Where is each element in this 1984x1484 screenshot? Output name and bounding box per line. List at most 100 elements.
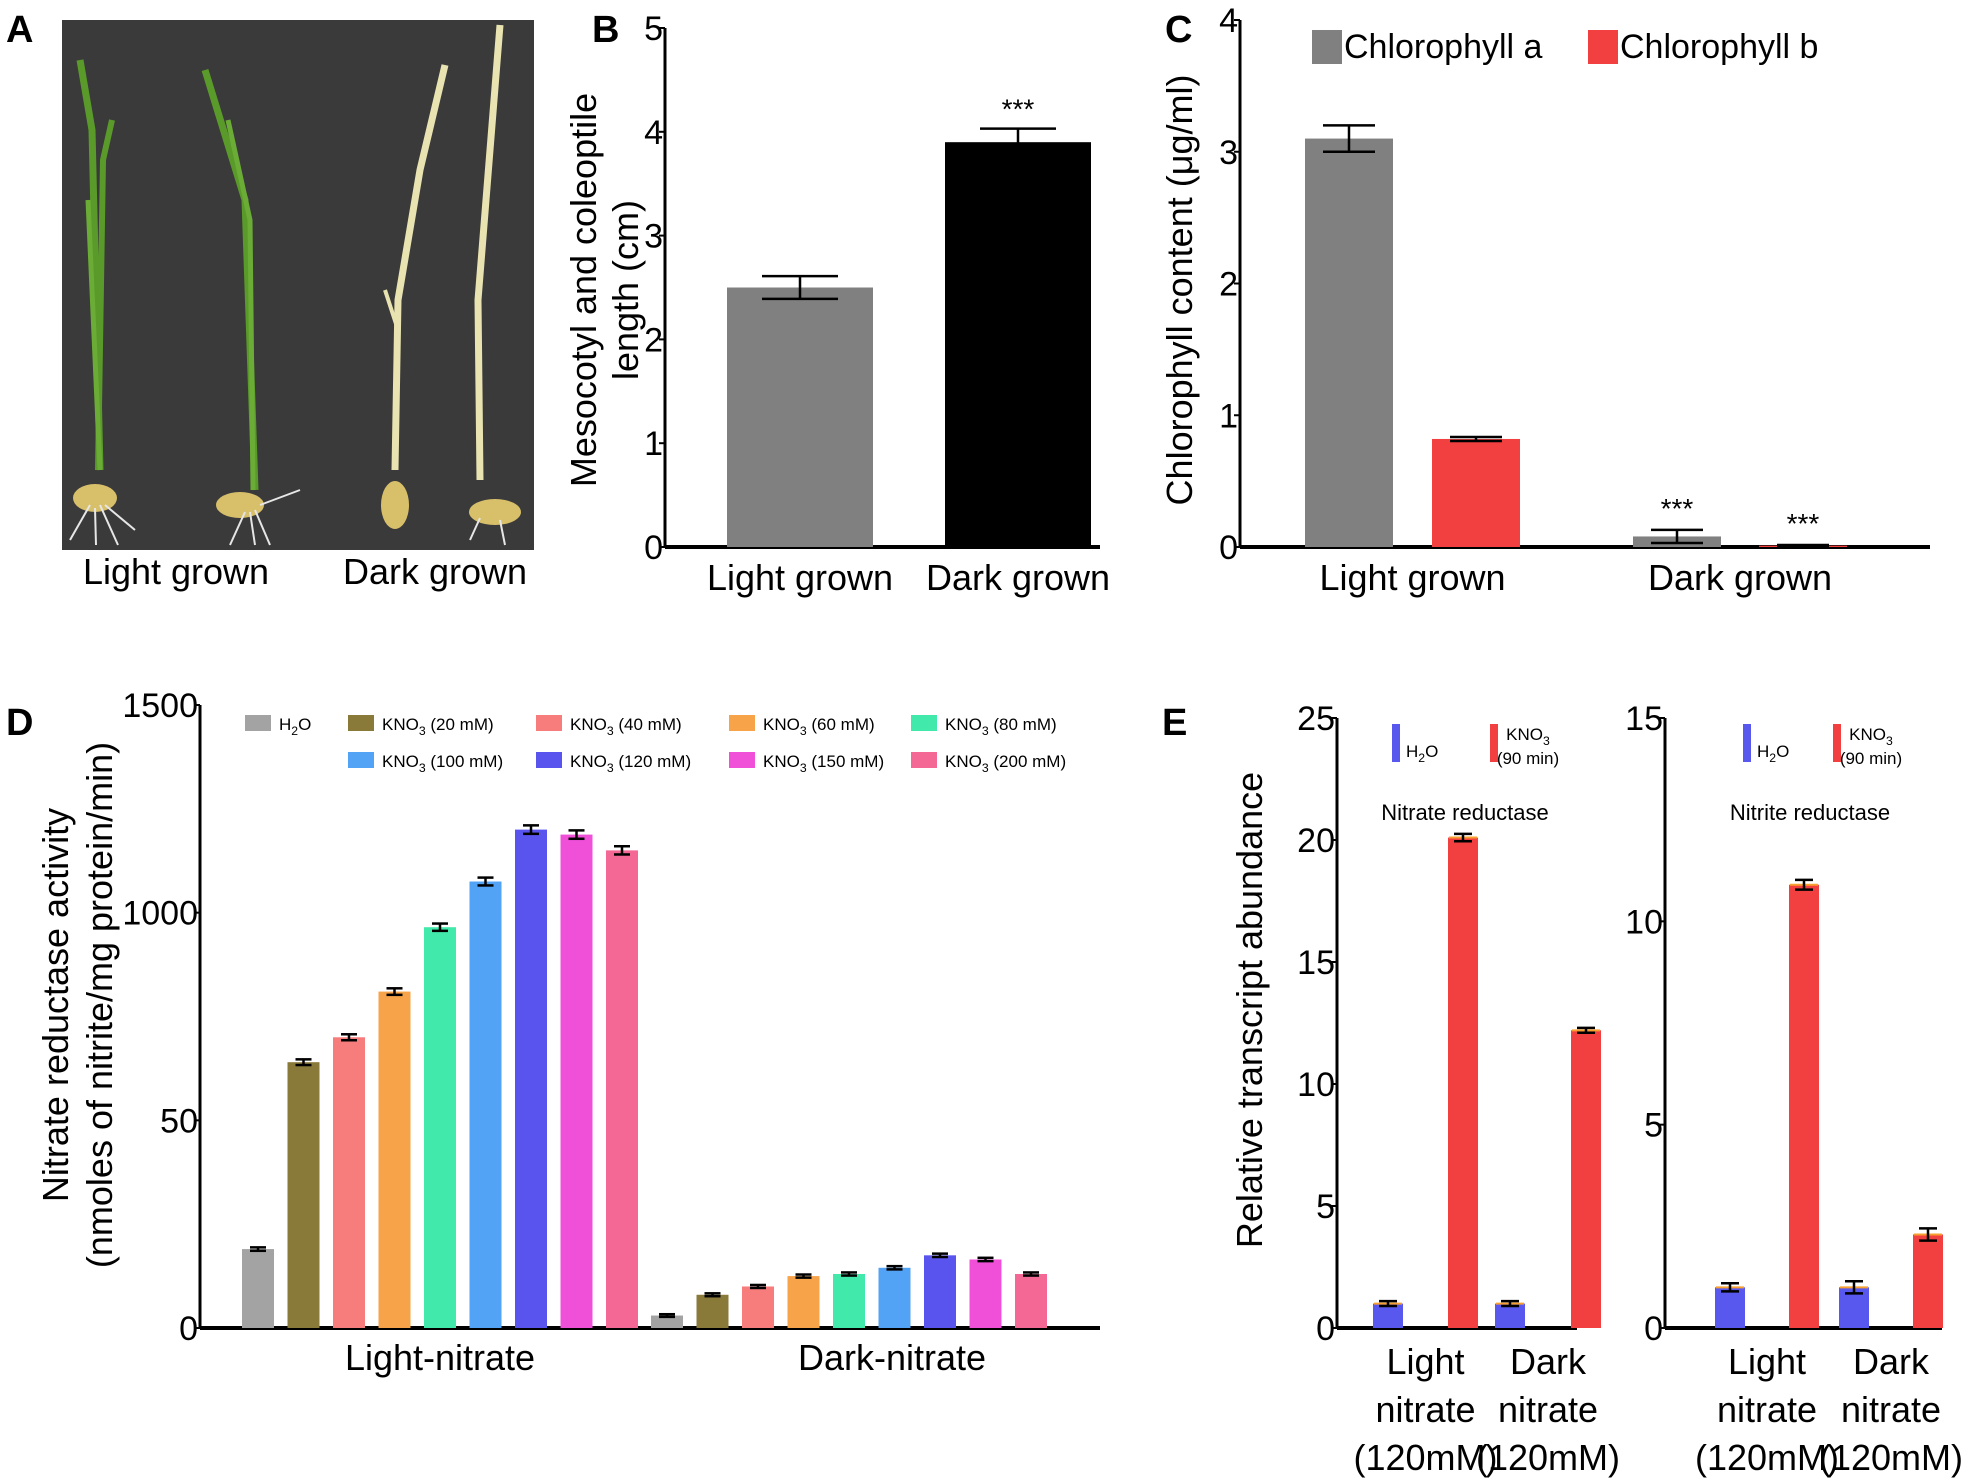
legend-label-0: H2O <box>1757 742 1789 765</box>
bar-6-0 <box>515 829 547 1328</box>
bar-1-0 <box>1448 837 1478 1328</box>
legend-label-1-sub: 3 <box>419 724 426 738</box>
category-label: (120mM) <box>1353 1437 1497 1478</box>
photo-background <box>62 20 534 550</box>
legend-label-7-rest: (150 mM) <box>807 752 884 771</box>
category-label: Light <box>1728 1341 1806 1382</box>
legend-swatch-1 <box>1588 30 1618 64</box>
legend-swatch-4 <box>911 715 937 731</box>
legend-label-3-base: KNO <box>763 715 800 734</box>
y-tick-label: 1500 <box>122 687 198 725</box>
category-label: nitrate <box>1717 1389 1817 1430</box>
bar-6-1 <box>924 1255 956 1328</box>
y-tick-label: 0 <box>179 1310 198 1348</box>
significance-marker: *** <box>1661 493 1694 524</box>
significance-marker: *** <box>1002 94 1035 125</box>
category-label: Dark <box>1510 1341 1587 1382</box>
bar-1-0 <box>1789 884 1819 1328</box>
bar-4-1 <box>833 1274 865 1328</box>
legend-label-0-sub: 2 <box>1418 751 1425 765</box>
bar-1-0 <box>1432 438 1520 547</box>
y-tick-label: 3 <box>1219 134 1238 172</box>
bar-2-0 <box>333 1037 365 1328</box>
bar-1-1 <box>1571 1030 1601 1328</box>
legend-swatch-0 <box>1392 724 1400 762</box>
category-label: (120mM) <box>1695 1437 1839 1478</box>
legend-label-1-base: KNO <box>1506 725 1543 744</box>
chart-c: 0 1 2 3 4 *** Chlorophyll a *** Chlorophyll b Lig… <box>1159 2 1930 598</box>
legend-swatch-8 <box>911 752 937 768</box>
chart-e-left: 0 5 10 15 20 25 H2O KNO3(90 min) Nitrate reducta… <box>1229 700 1620 1478</box>
legend-label-5: KNO3 (100 mM) <box>382 752 503 775</box>
legend-swatch-0 <box>1743 724 1751 762</box>
legend-label-1: KNO3 (20 mM) <box>382 715 494 738</box>
legend-label-5-rest: (100 mM) <box>426 752 503 771</box>
legend-label-1-line2: (90 min) <box>1497 749 1559 768</box>
legend-swatch-1 <box>1833 724 1841 762</box>
y-axis-title-line: Nitrate reductase activity <box>35 808 76 1202</box>
bar-8-1 <box>1015 1274 1047 1328</box>
legend-swatch-1 <box>348 715 374 731</box>
legend-label-0-rest: O <box>1425 742 1438 761</box>
y-axis-title: Relative transcript abundance <box>1229 772 1270 1248</box>
legend-label-3-rest: (60 mM) <box>807 715 875 734</box>
bar-0-0 <box>242 1249 274 1328</box>
bar-1-0 <box>287 1062 320 1328</box>
category-label: Dark grown <box>926 557 1110 598</box>
legend-label-6-sub: 3 <box>607 761 614 775</box>
bar-0-0 <box>1715 1287 1745 1328</box>
y-tick-label: 1 <box>644 425 663 463</box>
y-tick-label: 4 <box>1219 2 1238 40</box>
y-tick-label: 25 <box>1297 700 1335 738</box>
legend-label-1-rest: (20 mM) <box>426 715 494 734</box>
legend-swatch-6 <box>536 752 562 768</box>
photo-label-dark: Dark grown <box>343 551 527 592</box>
panel-letter-a: A <box>6 9 33 51</box>
y-tick-label: 15 <box>1297 944 1335 982</box>
category-label: Light grown <box>1319 557 1505 598</box>
photo-label-light: Light grown <box>83 551 269 592</box>
legend-label-8: KNO3 (200 mM) <box>945 752 1066 775</box>
legend-label-1-line2: (90 min) <box>1840 749 1902 768</box>
legend-label-0: Chlorophyll a <box>1344 28 1543 66</box>
bar-1 <box>945 142 1091 547</box>
bar-3-0 <box>378 991 411 1328</box>
category-label: (120mM) <box>1476 1437 1620 1478</box>
y-tick-label: 0 <box>644 529 663 567</box>
legend-label-0-base: H <box>1757 742 1769 761</box>
legend-label-5-sub: 3 <box>419 761 426 775</box>
bar-5-1 <box>878 1267 911 1328</box>
y-tick-label: 50 <box>160 1102 198 1140</box>
y-tick-label: 0 <box>1219 529 1238 567</box>
y-axis-title-line: (nmoles of nitrite/mg protein/min) <box>79 742 120 1268</box>
bar-3-1 <box>787 1276 820 1328</box>
y-tick-label: 3 <box>644 218 663 256</box>
legend-label-1-base: KNO <box>1849 725 1886 744</box>
legend-label-0-sub: 2 <box>1769 751 1776 765</box>
y-tick-label: 4 <box>644 114 663 152</box>
category-label: Dark-nitrate <box>798 1337 986 1378</box>
category-label: nitrate <box>1841 1389 1941 1430</box>
legend-swatch-7 <box>729 752 755 768</box>
category-label: nitrate <box>1498 1389 1598 1430</box>
y-tick-label: 5 <box>644 10 663 48</box>
y-tick-label: 2 <box>644 321 663 359</box>
legend-label-4-sub: 3 <box>982 724 989 738</box>
category-label: Light <box>1386 1341 1464 1382</box>
y-tick-label: 1 <box>1219 397 1238 435</box>
legend-label-6-rest: (120 mM) <box>614 752 691 771</box>
legend-label-0: H2O <box>1406 742 1438 765</box>
bar-1-1 <box>696 1294 729 1328</box>
y-tick-label: 5 <box>1316 1188 1335 1226</box>
legend-label-1: KNO3 <box>1506 725 1550 748</box>
legend-swatch-3 <box>729 715 755 731</box>
chart-subtitle: Nitrite reductase <box>1730 800 1890 825</box>
chart-subtitle: Nitrate reductase <box>1381 800 1549 825</box>
significance-marker: *** <box>1787 508 1820 539</box>
legend-label-1-sub: 3 <box>1886 734 1893 748</box>
chart-e-right: 0 5 10 15 H2O KNO3(90 min) Nitrite reductase Li… <box>1625 700 1963 1478</box>
bar-0-1 <box>651 1315 683 1328</box>
bar-4-0 <box>424 927 456 1328</box>
legend-label-7-base: KNO <box>763 752 800 771</box>
